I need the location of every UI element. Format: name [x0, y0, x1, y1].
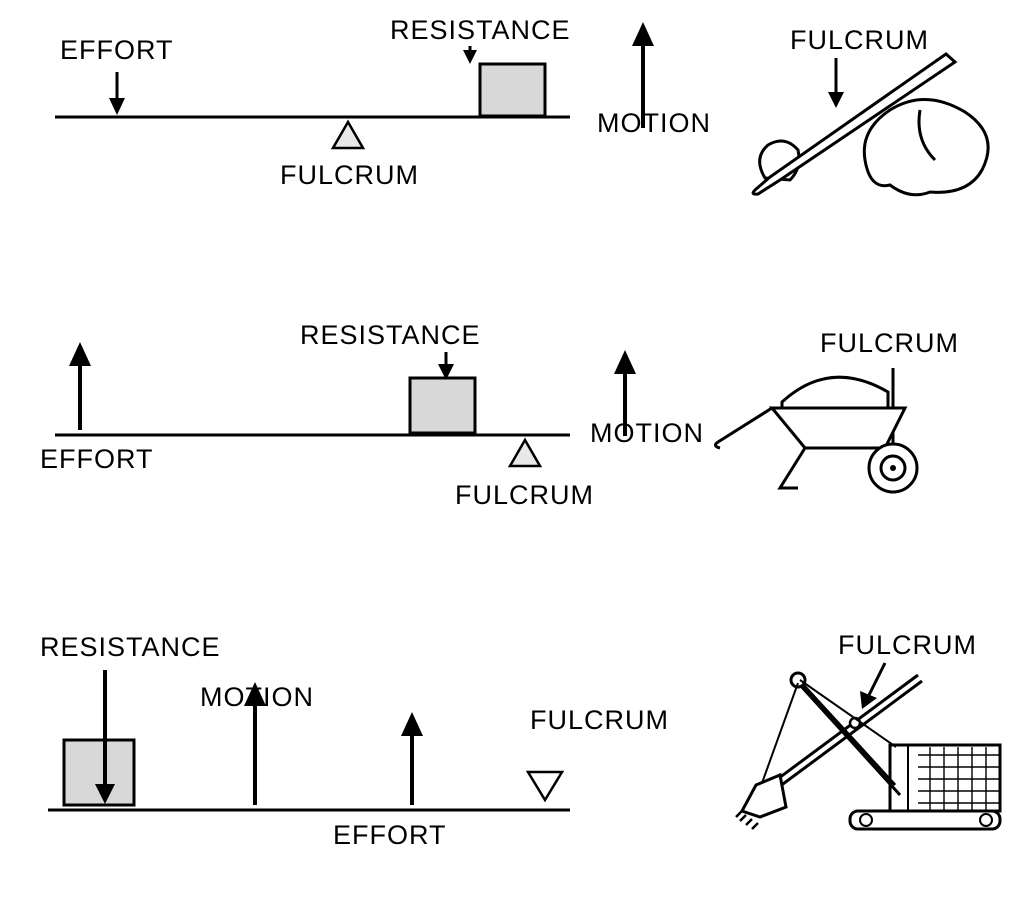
- lever-1-schematic: [0, 0, 700, 220]
- power-shovel-example: [700, 625, 1020, 875]
- lever-2-schematic: [0, 300, 700, 550]
- lever-3-schematic: [0, 600, 700, 880]
- wheelbarrow-example: [710, 330, 1010, 550]
- crowbar-example: [720, 40, 1020, 240]
